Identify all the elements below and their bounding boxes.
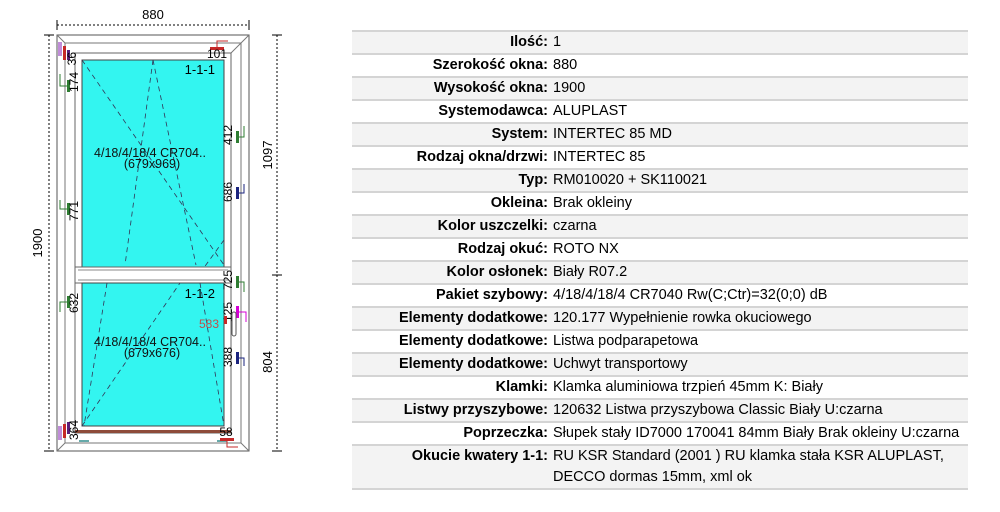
spec-row-cover-color: Kolor osłonek: Biały R07.2 <box>352 260 968 283</box>
spec-label: Okucie kwatery 1-1: <box>411 448 548 464</box>
hw-label-left-2: 771 <box>67 201 81 221</box>
spec-row-system-vendor: Systemodawca: ALUPLAST <box>352 99 968 122</box>
spec-value: Klamka aluminiowa trzpień 45mm K: Biały <box>553 379 823 395</box>
spec-label: System: <box>491 126 548 142</box>
upper-glass-size: (679x969) <box>124 157 180 171</box>
spec-row-transom: Poprzeczka: Słupek stały ID7000 170041 84… <box>352 421 968 444</box>
sash-upper-id: 1-1-1 <box>185 62 215 77</box>
hw-label-bottom-left: 364 <box>67 420 81 440</box>
height-lower-label: 804 <box>260 351 275 373</box>
hw-label-handle: 583 <box>199 317 219 331</box>
spec-row-window-type: Rodzaj okna/drzwi: INTERTEC 85 <box>352 145 968 168</box>
upper-glass-spec: 4/18/4/18/4 CR704.. <box>94 146 206 160</box>
spec-value: Biały R07.2 <box>553 264 628 280</box>
spec-label: Elementy dodatkowe: <box>398 333 548 349</box>
hw-label-right-2: 686 <box>221 182 235 202</box>
window-drawing: 880 1900 1097 804 <box>0 0 300 512</box>
width-dimension: 880 <box>56 7 250 30</box>
hw-label-right-3: 725 <box>221 270 235 290</box>
height-dimension: 1900 <box>30 34 54 452</box>
spec-value: Słupek stały ID7000 170041 84mm Biały Br… <box>553 425 960 441</box>
hw-label-left-3: 632 <box>67 293 81 313</box>
spec-label: Kolor osłonek: <box>446 264 548 280</box>
spec-value: ROTO NX <box>553 241 619 257</box>
spec-label: Ilość: <box>510 34 548 50</box>
spec-row-veneer: Okleina: Brak okleiny <box>352 191 968 214</box>
spec-value: Brak okleiny <box>553 195 632 211</box>
handle-icon <box>231 311 237 337</box>
spec-row-extra-3: Elementy dodatkowe: Uchwyt transportowy <box>352 352 968 375</box>
spec-value: czarna <box>553 218 597 234</box>
spec-label: Listwy przyszybowe: <box>403 402 548 418</box>
spec-label: Kolor uszczelki: <box>437 218 548 234</box>
spec-row-sash-hardware: Okucie kwatery 1-1: RU KSR Standard (2001… <box>352 444 968 490</box>
hardware-markers: 36 101 174 771 632 364 412 <box>58 40 247 448</box>
spec-label: Okleina: <box>490 195 548 211</box>
spec-label: Elementy dodatkowe: <box>398 310 548 326</box>
spec-value: 120632 Listwa przyszybowa Classic Biały … <box>553 402 883 418</box>
width-label: 880 <box>142 7 164 22</box>
spec-row-extra-2: Elementy dodatkowe: Listwa podparapetowa <box>352 329 968 352</box>
spec-row-extra-1: Elementy dodatkowe: 120.177 Wypełnienie r… <box>352 306 968 329</box>
spec-label: Poprzeczka: <box>463 425 548 441</box>
spec-value: RM010020 + SK110021 <box>553 172 708 188</box>
upper-pane: 1-1-1 4/18/4/18/4 CR704.. (679x969) <box>81 59 225 281</box>
spec-table: Ilość: 1 Szerokość okna: 880 Wysokość okna… <box>352 30 968 490</box>
spec-value: 1900 <box>553 80 586 96</box>
lower-glass-size: (679x676) <box>124 346 180 360</box>
spec-label: Elementy dodatkowe: <box>398 356 548 372</box>
transom-bar <box>74 266 232 284</box>
lower-glass-spec: 4/18/4/18/4 CR704.. <box>94 335 206 349</box>
hw-label-left-1: 174 <box>67 72 81 92</box>
spec-value: INTERTEC 85 <box>553 149 646 165</box>
spec-value: RU KSR Standard (2001 ) RU klamka stała … <box>553 448 944 485</box>
spec-value: 1 <box>553 34 562 50</box>
hw-label-right-5: 388 <box>221 347 235 367</box>
spec-label: Klamki: <box>495 379 548 395</box>
hw-label-top-right: 101 <box>207 47 227 61</box>
lower-pane: 1-1-2 4/18/4/18/4 CR704.. (679x676) <box>81 282 225 427</box>
spec-label: Szerokość okna: <box>432 57 548 73</box>
spec-value: ALUPLAST <box>553 103 628 119</box>
hw-label-bottom-right: 58 <box>219 425 233 439</box>
spec-row-glazing-beads: Listwy przyszybowe: 120632 Listwa przyszy… <box>352 398 968 421</box>
spec-label: Pakiet szybowy: <box>435 287 548 303</box>
spec-row-hardware-type: Rodzaj okuć: ROTO NX <box>352 237 968 260</box>
spec-label: Rodzaj okuć: <box>457 241 548 257</box>
height-upper-label: 1097 <box>260 141 275 170</box>
spec-value: 880 <box>553 57 578 73</box>
spec-row-glazing: Pakiet szybowy: 4/18/4/18/4 CR7040 Rw(C;C… <box>352 283 968 306</box>
height-total-label: 1900 <box>30 229 45 258</box>
spec-value: Listwa podparapetowa <box>553 333 699 349</box>
hw-label-right-1: 412 <box>221 125 235 145</box>
spec-value: Uchwyt transportowy <box>553 356 688 372</box>
spec-label: Wysokość okna: <box>433 80 548 96</box>
spec-row-type: Typ: RM010020 + SK110021 <box>352 168 968 191</box>
spec-row-width: Szerokość okna: 880 <box>352 53 968 76</box>
spec-row-quantity: Ilość: 1 <box>352 30 968 53</box>
spec-row-gasket-color: Kolor uszczelki: czarna <box>352 214 968 237</box>
spec-label: Systemodawca: <box>438 103 548 119</box>
spec-value: 120.177 Wypełnienie rowka okuciowego <box>553 310 812 326</box>
spec-label: Rodzaj okna/drzwi: <box>416 149 548 165</box>
right-dimensions: 1097 804 <box>260 34 282 452</box>
hw-label-top-left: 36 <box>65 52 79 66</box>
spec-row-system: System: INTERTEC 85 MD <box>352 122 968 145</box>
spec-value: 4/18/4/18/4 CR7040 Rw(C;Ctr)=32(0;0) dB <box>553 287 828 303</box>
spec-row-height: Wysokość okna: 1900 <box>352 76 968 99</box>
spec-row-handles: Klamki: Klamka aluminiowa trzpień 45mm K:… <box>352 375 968 398</box>
spec-label: Typ: <box>518 172 548 188</box>
spec-value: INTERTEC 85 MD <box>553 126 672 142</box>
sash-lower-id: 1-1-2 <box>185 286 215 301</box>
